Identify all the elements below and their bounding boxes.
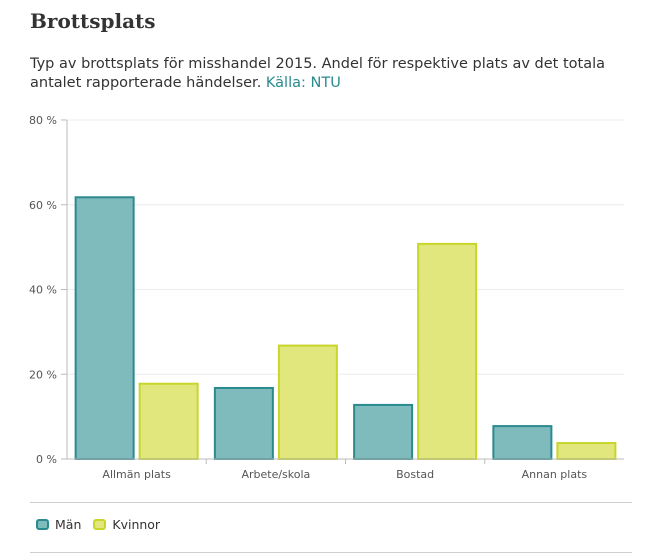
legend-swatch-kvinnor — [93, 519, 107, 530]
legend-item-kvinnor[interactable]: Kvinnor — [93, 517, 160, 532]
bar-kvinnor[interactable] — [277, 344, 338, 460]
chart-subtitle: Typ av brottsplats för misshandel 2015. … — [30, 55, 650, 93]
x-tick-label: Bostad — [396, 468, 434, 481]
bar-man[interactable] — [492, 425, 553, 461]
x-tick-label: Arbete/skola — [241, 468, 310, 481]
y-tick-label: 80 % — [29, 114, 57, 127]
grid-lines — [67, 119, 624, 375]
bars — [74, 196, 617, 461]
bar-kvinnor[interactable] — [556, 442, 617, 460]
page-title: Brottsplats — [30, 9, 156, 33]
divider-bottom — [30, 552, 632, 553]
axes: 0 % 20 % 40 % 60 % 80 % Allmän plats Arbete/sk… — [29, 114, 624, 481]
y-tick-label: 0 % — [36, 453, 57, 466]
source-link[interactable]: Källa: NTU — [265, 75, 341, 91]
bar-kvinnor[interactable] — [417, 242, 478, 460]
subtitle-text: Typ av brottsplats för misshandel 2015. … — [30, 56, 606, 91]
legend-label-man: Män — [55, 517, 82, 532]
x-tick-label: Annan plats — [522, 468, 588, 481]
bar-man[interactable] — [74, 196, 135, 461]
divider-top — [30, 502, 632, 503]
y-tick-label: 40 % — [29, 284, 57, 297]
y-tick-label: 60 % — [29, 199, 57, 212]
legend-label-kvinnor: Kvinnor — [112, 517, 161, 532]
bar-man[interactable] — [353, 403, 414, 461]
y-tick-label: 20 % — [29, 368, 57, 381]
x-tick-label: Allmän plats — [102, 468, 171, 481]
bar-kvinnor[interactable] — [138, 382, 199, 461]
legend: Män Kvinnor — [36, 517, 172, 532]
bar-man[interactable] — [213, 386, 274, 460]
bar-chart: 0 % 20 % 40 % 60 % 80 % Allmän plats Arbete/sk… — [29, 114, 624, 481]
legend-item-man[interactable]: Män — [36, 517, 81, 532]
legend-swatch-man — [36, 519, 49, 530]
